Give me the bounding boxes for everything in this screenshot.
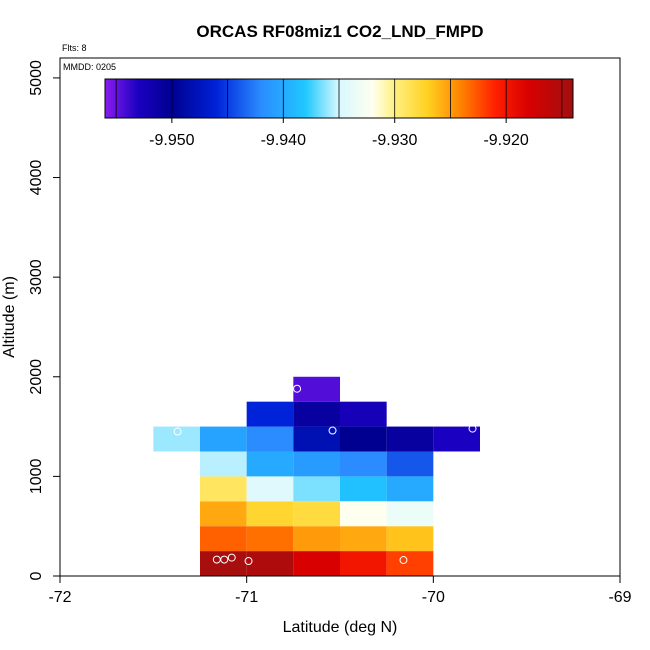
sample-marker bbox=[173, 427, 182, 436]
heatmap-cell bbox=[200, 551, 247, 576]
x-axis: -72 -71 -70 -69 bbox=[48, 576, 632, 606]
heatmap-cells bbox=[153, 376, 480, 576]
heatmap-cell bbox=[246, 451, 294, 477]
heatmap-cell bbox=[200, 476, 247, 502]
y-axis: 0 1000 2000 3000 4000 5000 bbox=[28, 60, 60, 580]
sample-marker bbox=[293, 384, 302, 393]
colorbar-tick-label: -9.920 bbox=[483, 132, 528, 149]
y-tick-label: 3000 bbox=[28, 259, 45, 295]
heatmap-cell bbox=[293, 526, 340, 552]
heatmap-cell bbox=[293, 376, 340, 402]
heatmap-cell bbox=[293, 501, 340, 527]
heatmap-cell bbox=[246, 426, 294, 452]
heatmap-cell bbox=[153, 426, 200, 452]
heatmap-cell bbox=[200, 501, 247, 527]
heatmap-cell bbox=[200, 426, 247, 452]
heatmap-cell bbox=[246, 476, 294, 502]
heatmap-cell bbox=[340, 476, 387, 502]
heatmap-cell bbox=[293, 551, 340, 576]
heatmap-cell bbox=[293, 401, 340, 427]
x-tick-label: -69 bbox=[608, 589, 631, 606]
heatmap-cell bbox=[293, 426, 340, 452]
heatmap-cell bbox=[200, 451, 247, 477]
sample-markers bbox=[173, 384, 477, 566]
x-tick-label: -72 bbox=[48, 589, 71, 606]
flights-annotation: Flts: 8 bbox=[62, 43, 87, 53]
heatmap-cell bbox=[200, 526, 247, 552]
heatmap-cell bbox=[340, 401, 387, 427]
chart-title: ORCAS RF08miz1 CO2_LND_FMPD bbox=[196, 22, 483, 41]
heatmap-cell bbox=[293, 451, 340, 477]
x-tick-label: -71 bbox=[235, 589, 258, 606]
heatmap-cell bbox=[386, 501, 434, 527]
colorbar-frame bbox=[104, 78, 574, 119]
sample-marker bbox=[220, 555, 229, 564]
colorbar-tick-label: -9.930 bbox=[372, 132, 417, 149]
heatmap-cell bbox=[340, 451, 387, 477]
y-axis-label: Altitude (m) bbox=[1, 276, 18, 358]
sample-marker bbox=[227, 553, 236, 562]
heatmap-cell bbox=[386, 551, 434, 576]
heatmap-cell bbox=[386, 426, 434, 452]
colorbar-tick-label: -9.950 bbox=[149, 132, 194, 149]
plot-frame bbox=[59, 57, 621, 577]
y-tick-label: 2000 bbox=[28, 359, 45, 395]
heatmap-cell bbox=[340, 426, 387, 452]
heatmap-cell bbox=[340, 501, 387, 527]
y-tick-label: 4000 bbox=[28, 160, 45, 196]
heatmap-cell bbox=[246, 401, 294, 427]
heatmap-cell bbox=[340, 526, 387, 552]
heatmap-cell bbox=[246, 526, 294, 552]
heatmap-cell bbox=[246, 551, 294, 576]
heatmap-cell bbox=[433, 426, 480, 452]
heatmap-cell bbox=[293, 476, 340, 502]
x-tick-label: -70 bbox=[422, 589, 445, 606]
y-tick-label: 0 bbox=[28, 571, 45, 580]
colorbar: -9.950 -9.940 -9.930 -9.920 bbox=[104, 78, 574, 149]
heatmap-cell bbox=[340, 551, 387, 576]
y-tick-label: 1000 bbox=[28, 458, 45, 494]
date-annotation: MMDD: 0205 bbox=[63, 62, 116, 72]
x-axis-label: Latitude (deg N) bbox=[283, 619, 398, 636]
heatmap-cell bbox=[386, 476, 434, 502]
y-tick-label: 5000 bbox=[28, 60, 45, 96]
sample-marker bbox=[244, 557, 253, 566]
sample-marker bbox=[468, 424, 477, 433]
heatmap-cell bbox=[386, 451, 434, 477]
heatmap-cell bbox=[246, 501, 294, 527]
colorbar-tick-label: -9.940 bbox=[261, 132, 306, 149]
sample-marker bbox=[328, 426, 337, 435]
heatmap-cell bbox=[386, 526, 434, 552]
sample-marker bbox=[399, 556, 408, 565]
